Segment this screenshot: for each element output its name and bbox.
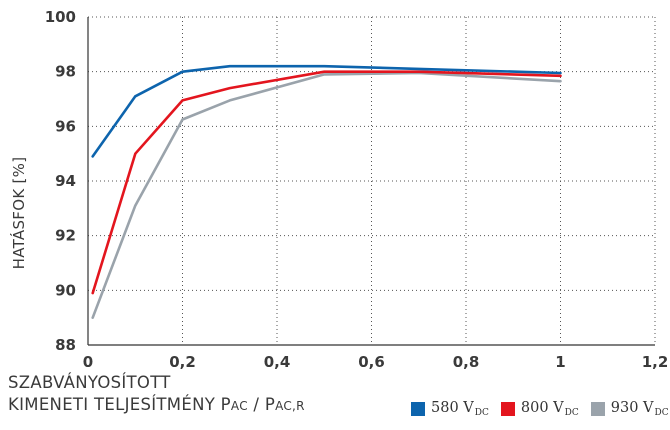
legend-label-930: 930 VDC: [610, 400, 669, 418]
y-tick-label-3: 94: [55, 172, 76, 190]
grid: [88, 16, 656, 345]
x-tick-label-0: 0: [83, 353, 93, 371]
y-tick-label-4: 96: [55, 117, 76, 135]
legend-swatch-930: [590, 402, 605, 416]
series-line-580v: [91, 64, 562, 158]
x-axis-label-line2: KIMENETI TELJESÍTMÉNY PAC / PAC,R: [8, 395, 305, 414]
x-axis-label-line1: SZABVÁNYOSÍTOTT: [8, 373, 171, 392]
legend-item-580: 580 VDC: [411, 400, 489, 418]
series-line-930v: [91, 71, 562, 320]
y-tick-label-5: 98: [55, 63, 76, 81]
legend-swatch-580: [411, 402, 425, 416]
tick-labels: 88 90 92 94 96 98 100 0 0,2 0,4 0,6 0,8 1 1,2: [45, 8, 669, 371]
x-tick-label-2: 0,4: [264, 353, 291, 371]
legend: 580 VDC 800 VDC 930 VDC: [411, 400, 669, 418]
legend-label-800: 800 VDC: [520, 400, 579, 418]
x-tick-label-4: 0,8: [453, 353, 480, 371]
x-tick-label-3: 0,6: [358, 353, 385, 371]
legend-item-800: 800 VDC: [500, 400, 579, 418]
y-tick-label-2: 92: [55, 227, 76, 245]
series-line-800v: [91, 70, 562, 295]
y-tick-label-1: 90: [55, 281, 76, 299]
series-lines: [91, 64, 562, 320]
efficiency-chart: 88 90 92 94 96 98 100 0 0,2 0,4 0,6 0,8 1 1,2 HATÁSFO…: [9, 8, 669, 371]
y-tick-label-6: 100: [45, 8, 76, 26]
x-tick-label-1: 0,2: [169, 353, 196, 371]
y-axis-label: HATÁSFOK [%]: [9, 157, 28, 270]
legend-label-580: 580 VDC: [431, 400, 489, 418]
x-tick-label-5: 1: [555, 353, 565, 371]
axes: [87, 17, 655, 346]
x-tick-label-6: 1,2: [642, 353, 669, 371]
y-tick-label-0: 88: [55, 336, 76, 354]
x-axis-label: SZABVÁNYOSÍTOTT KIMENETI TELJESÍTMÉNY PA…: [8, 372, 305, 417]
legend-item-930: 930 VDC: [590, 400, 669, 418]
legend-swatch-800: [500, 402, 515, 416]
